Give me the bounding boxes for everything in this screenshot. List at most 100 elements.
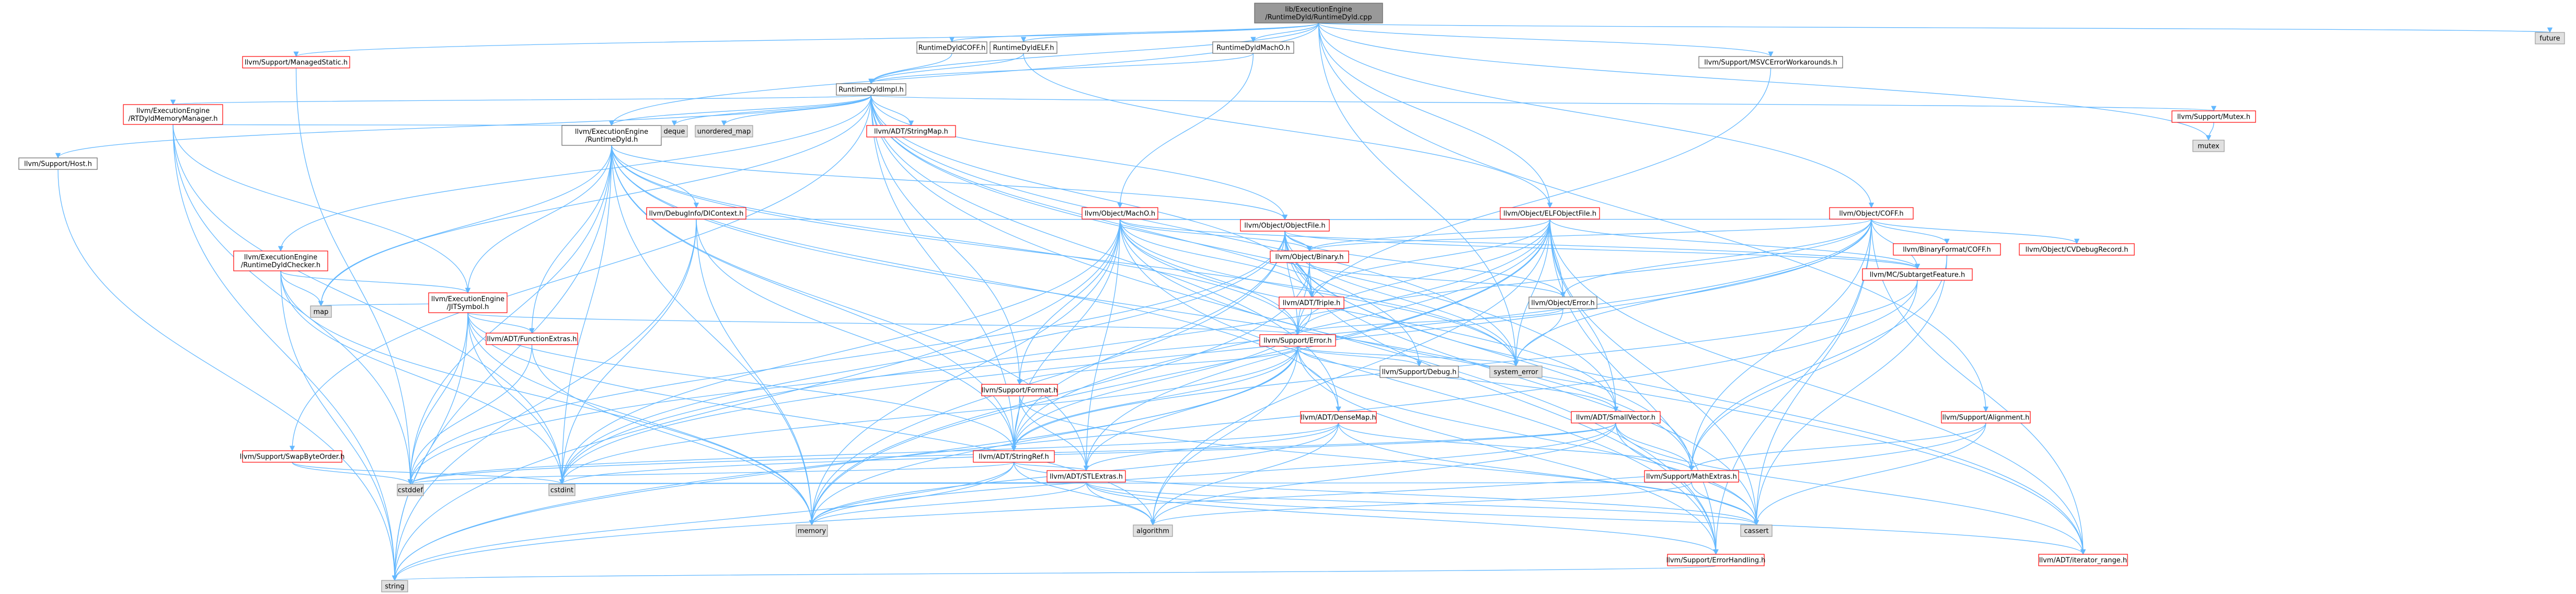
node-densemap[interactable]: llvm/ADT/DenseMap.h (1300, 411, 1377, 424)
node-mutex_h[interactable]: llvm/Support/Mutex.h (2171, 110, 2256, 123)
edge-host-to-string (58, 169, 398, 581)
edge-bincoff-to-mathextras (1688, 255, 1948, 472)
node-cstddef[interactable]: cstddef (397, 484, 424, 496)
edge-objcoff-to-error (1295, 219, 1872, 336)
node-cvdebug[interactable]: llvm/Object/CVDebugRecord.h (2019, 243, 2135, 256)
node-msvcerr[interactable]: llvm/Support/MSVCErrorWorkarounds.h (1698, 56, 1843, 68)
node-subtarget[interactable]: llvm/MC/SubtargetFeature.h (1862, 268, 1973, 281)
edge-densemap-to-cstddef (408, 422, 1339, 485)
node-mutex[interactable]: mutex (2192, 140, 2225, 152)
node-funcextras[interactable]: llvm/ADT/FunctionExtras.h (486, 333, 578, 345)
edge-impl-to-deque (671, 95, 872, 127)
node-label: llvm/Support/MathExtras.h (1646, 473, 1737, 481)
edge-objmacho-to-iterrange (1119, 219, 2086, 555)
node-future[interactable]: future (2535, 32, 2565, 44)
node-label: RuntimeDyldCOFF.h (918, 44, 985, 52)
node-triple[interactable]: llvm/ADT/Triple.h (1279, 296, 1344, 309)
node-stringref[interactable]: llvm/ADT/StringRef.h (973, 450, 1055, 463)
edge-objfile-to-binary (1284, 231, 1313, 252)
node-errhandling[interactable]: llvm/Support/ErrorHandling.h (1666, 554, 1766, 566)
node-deque[interactable]: deque (661, 125, 688, 138)
edge-checker-to-string (280, 270, 398, 581)
edge-alignment-to-cassert (1753, 422, 1986, 526)
node-dictx[interactable]: llvm/DebugInfo/DIContext.h (646, 207, 746, 220)
node-objcoff[interactable]: llvm/Object/COFF.h (1829, 207, 1914, 220)
node-objmacho[interactable]: llvm/Object/MachO.h (1082, 207, 1158, 220)
node-string[interactable]: string (381, 580, 408, 592)
node-label: llvm/Object/CVDebugRecord.h (2026, 246, 2129, 254)
node-root[interactable]: lib/ExecutionEngine/RuntimeDyld/RuntimeD… (1254, 3, 1383, 24)
node-rtdyldmm[interactable]: llvm/ExecutionEngine/RTDyldMemoryManager… (123, 104, 223, 125)
node-elf[interactable]: RuntimeDyldELF.h (990, 41, 1057, 54)
node-box (796, 524, 828, 537)
node-label: RuntimeDyldELF.h (993, 44, 1054, 52)
node-map[interactable]: map (310, 305, 332, 318)
node-objerror[interactable]: llvm/Object/Error.h (1528, 296, 1597, 309)
node-stlextras[interactable]: llvm/ADT/STLExtras.h (1046, 470, 1126, 483)
node-memory[interactable]: memory (796, 524, 828, 537)
dependency-nodes: lib/ExecutionEngine/RuntimeDyld/RuntimeD… (18, 3, 2565, 592)
edge-objcoff-to-bincoff (1871, 219, 1950, 245)
node-box (2171, 110, 2256, 123)
node-label: llvm/Support/Error.h (1263, 337, 1332, 345)
node-box (1489, 365, 1543, 378)
edge-objelf-to-smallvec (1549, 219, 1619, 413)
node-swapbyte[interactable]: llvm/Support/SwapByteOrder.h (240, 450, 345, 463)
node-box (242, 56, 350, 68)
node-binary[interactable]: llvm/Object/Binary.h (1270, 250, 1349, 263)
node-box (2038, 554, 2128, 566)
edge-impl-to-densemap (870, 95, 1341, 413)
edge-objmacho-to-string (392, 219, 1121, 581)
node-iterrange[interactable]: llvm/ADT/iterator_range.h (2038, 554, 2128, 566)
node-objelf[interactable]: llvm/Object/ELFObjectFile.h (1500, 207, 1600, 220)
edge-dictx-to-memory (696, 219, 815, 526)
node-managedstatic[interactable]: llvm/Support/ManagedStatic.h (242, 56, 350, 68)
node-box (1300, 411, 1377, 424)
node-macho[interactable]: RuntimeDyldMachO.h (1212, 41, 1294, 54)
node-syserr[interactable]: system_error (1489, 365, 1543, 378)
edge-error-to-cassert (1297, 346, 1760, 526)
node-label: unordered_map (697, 128, 751, 136)
edge-smallvec-to-iterrange (1615, 422, 2086, 555)
edge-objelf-to-subtarget (1549, 219, 1920, 270)
node-cstdint[interactable]: cstdint (548, 484, 576, 496)
edge-mathextras-to-algorithm (1150, 482, 1692, 526)
node-box (1644, 470, 1739, 483)
node-host[interactable]: llvm/Support/Host.h (18, 157, 98, 170)
edge-root-to-managedstatic (293, 22, 1319, 58)
node-jitsym[interactable]: llvm/ExecutionEngine/JITSymbol.h (428, 292, 508, 313)
node-dyld[interactable]: llvm/ExecutionEngine/RuntimeDyld.h (561, 125, 662, 146)
edge-checker-to-jitsym (280, 270, 471, 294)
node-umap[interactable]: unordered_map (695, 125, 753, 138)
node-mathextras[interactable]: llvm/Support/MathExtras.h (1644, 470, 1739, 483)
node-bincoff[interactable]: llvm/BinaryFormat/COFF.h (1893, 243, 2001, 256)
node-objfile[interactable]: llvm/Object/ObjectFile.h (1240, 219, 1330, 232)
node-smallvec[interactable]: llvm/ADT/SmallVector.h (1571, 411, 1661, 424)
edge-densemap-to-algorithm (1150, 422, 1339, 526)
edge-stringref-to-cstddef (408, 462, 1015, 485)
edge-funcextras-to-cstddef (407, 344, 533, 485)
node-cassert[interactable]: cassert (1740, 524, 1773, 537)
edge-dyld-to-string (392, 145, 612, 581)
edge-alignment-to-mathextras (1688, 422, 1986, 472)
node-error[interactable]: llvm/Support/Error.h (1259, 334, 1336, 347)
node-box (1379, 365, 1459, 378)
edge-error-to-cstdint (559, 346, 1298, 485)
node-box (2192, 140, 2225, 152)
node-format[interactable]: llvm/Support/Format.h (981, 384, 1058, 396)
node-debug[interactable]: llvm/Support/Debug.h (1379, 365, 1459, 378)
edge-error-to-algorithm (1150, 346, 1298, 526)
node-checker[interactable]: llvm/ExecutionEngine/RuntimeDyldChecker.… (233, 250, 328, 271)
node-box (1500, 207, 1600, 220)
node-box (1046, 470, 1126, 483)
node-box (242, 450, 342, 463)
node-label: llvm/Object/COFF.h (1839, 210, 1903, 218)
node-stringmap[interactable]: llvm/ADT/StringMap.h (866, 125, 956, 138)
node-alignment[interactable]: llvm/Support/Alignment.h (1941, 411, 2031, 424)
node-algorithm[interactable]: algorithm (1133, 524, 1173, 537)
node-impl[interactable]: RuntimeDyldImpl.h (836, 83, 906, 96)
edge-objmacho-to-subtarget (1119, 219, 1920, 270)
edge-dyld-to-cstdint (559, 145, 612, 485)
node-coff[interactable]: RuntimeDyldCOFF.h (916, 41, 987, 54)
